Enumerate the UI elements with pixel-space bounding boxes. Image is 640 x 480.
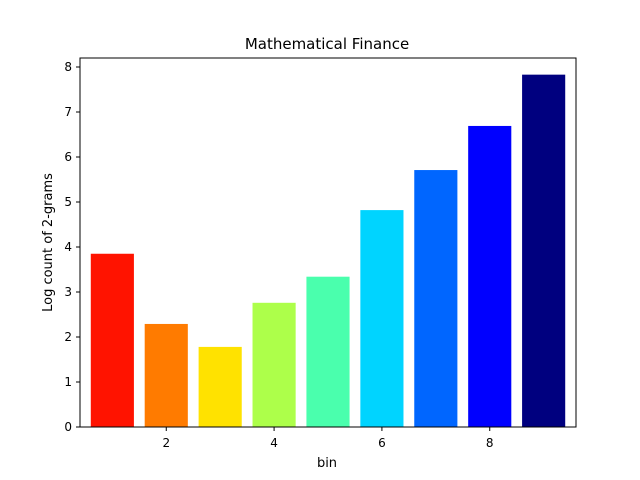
bars-group	[90, 74, 566, 428]
x-tick-label: 2	[162, 436, 170, 450]
y-axis-ticks: 0 1 2 3 4 5 6 7 8	[64, 60, 80, 434]
bar-1	[90, 253, 134, 427]
bar-2	[144, 323, 188, 427]
bar-9	[522, 74, 566, 428]
x-axis-ticks: 2 4 6 8	[162, 427, 494, 450]
x-tick-label: 4	[270, 436, 278, 450]
y-tick-label: 3	[64, 285, 72, 299]
y-tick-label: 5	[64, 195, 72, 209]
y-tick-label: 6	[64, 150, 72, 164]
bar-6	[360, 210, 404, 427]
bar-7	[414, 170, 458, 428]
y-tick-label: 1	[64, 375, 72, 389]
y-axis-label: Log count of 2-grams	[41, 173, 56, 312]
bar-5	[306, 276, 350, 427]
x-axis-label: bin	[317, 456, 337, 471]
y-tick-label: 4	[64, 240, 72, 254]
bar-8	[468, 125, 512, 427]
plot-frame	[79, 57, 577, 428]
x-tick-label: 6	[378, 436, 386, 450]
y-tick-label: 7	[64, 105, 72, 119]
x-tick-label: 8	[486, 436, 494, 450]
bar-3	[198, 346, 242, 427]
y-tick-label: 2	[64, 330, 72, 344]
y-tick-label: 8	[64, 60, 72, 74]
chart-title: Mathematical Finance	[245, 35, 409, 53]
y-tick-label: 0	[64, 420, 72, 434]
bar-4	[252, 302, 296, 427]
